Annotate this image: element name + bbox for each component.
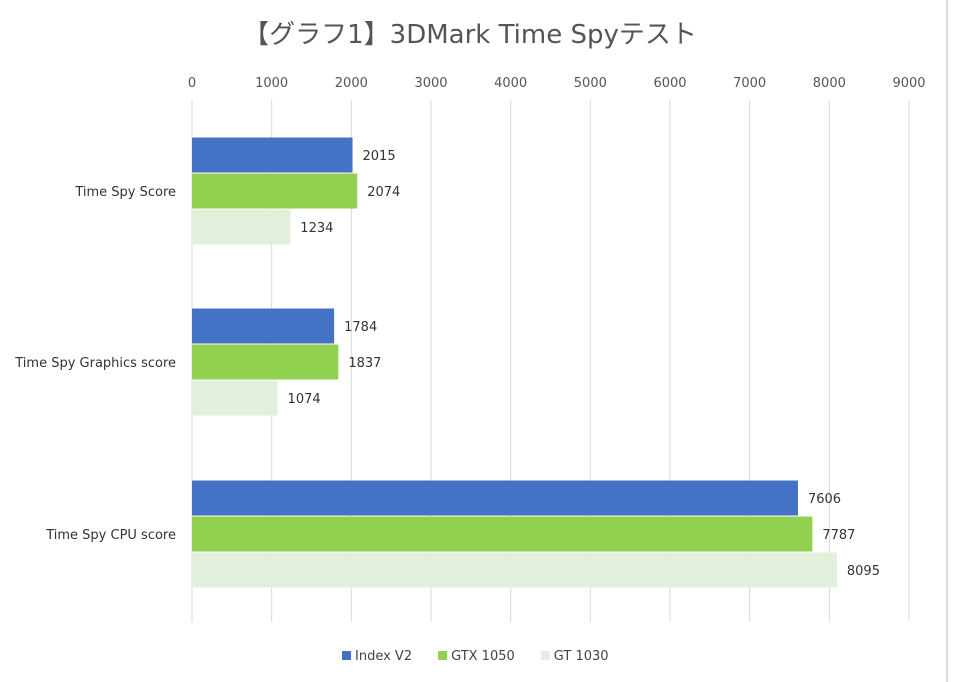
data-label: 1074 [288, 392, 321, 407]
bar [192, 308, 335, 344]
data-label: 8095 [847, 564, 880, 579]
category-label: Time Spy CPU score [45, 528, 176, 543]
data-label: 1837 [348, 356, 381, 371]
bar [192, 552, 837, 588]
x-tick-label: 1000 [255, 76, 288, 91]
bar [192, 209, 291, 245]
x-tick-label: 4000 [494, 76, 527, 91]
bar [192, 380, 278, 416]
legend-swatch [342, 651, 351, 660]
chart-title: 【グラフ1】3DMark Time Spyテスト [243, 20, 697, 50]
data-label: 1784 [344, 320, 377, 335]
bar [192, 344, 339, 380]
legend-label: Index V2 [355, 649, 412, 664]
bar [192, 137, 353, 173]
category-label: Time Spy Score [74, 185, 176, 200]
bar [192, 173, 358, 209]
legend-swatch [438, 651, 448, 660]
x-tick-label: 2000 [335, 76, 368, 91]
x-tick-label: 6000 [653, 76, 686, 91]
x-tick-label: 5000 [574, 76, 607, 91]
x-tick-label: 9000 [892, 76, 925, 91]
page-edge-divider [946, 0, 948, 682]
data-label: 7606 [808, 492, 841, 507]
legend-swatch [540, 651, 550, 660]
data-label: 7787 [822, 528, 855, 543]
x-tick-label: 3000 [414, 76, 447, 91]
x-tick-label: 8000 [813, 76, 846, 91]
category-label: Time Spy Graphics score [14, 356, 176, 371]
data-label: 1234 [300, 221, 333, 236]
data-label: 2015 [363, 149, 396, 164]
bar [192, 516, 813, 552]
x-tick-label: 0 [188, 76, 196, 91]
bar [192, 480, 798, 516]
data-label: 2074 [367, 185, 400, 200]
legend-label: GTX 1050 [451, 649, 515, 664]
x-tick-label: 7000 [733, 76, 766, 91]
legend-label: GT 1030 [554, 649, 609, 664]
